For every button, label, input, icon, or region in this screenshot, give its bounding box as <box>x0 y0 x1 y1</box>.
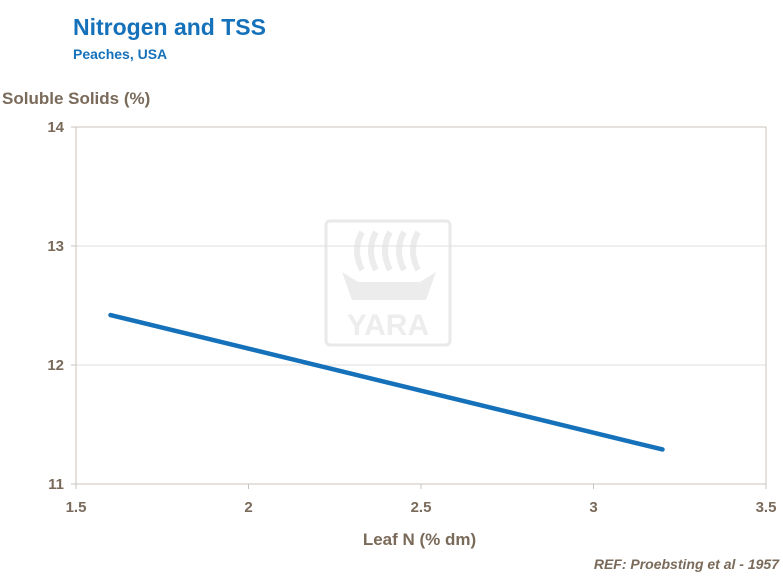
yara-logo-watermark: YARA <box>324 219 452 347</box>
x-tick-label: 2.5 <box>411 499 432 516</box>
y-tick-label: 12 <box>47 357 64 374</box>
y-axis-label: Soluble Solids (%) <box>2 89 151 108</box>
y-tick-label: 13 <box>47 238 64 255</box>
reference-note: REF: Proebsting et al - 1957 <box>593 556 779 572</box>
logo-text: YARA <box>347 309 429 342</box>
x-tick-label: 3.5 <box>756 499 777 516</box>
chart-subtitle: Peaches, USA <box>73 46 168 62</box>
chart-title: Nitrogen and TSS <box>73 14 266 40</box>
x-axis-label: Leaf N (% dm) <box>362 530 477 549</box>
x-tick-label: 1.5 <box>66 499 87 516</box>
y-tick-label: 14 <box>47 119 64 136</box>
plot-frame <box>75 126 767 485</box>
x-tick-label: 2 <box>244 499 252 516</box>
x-tick-label: 3 <box>589 499 597 516</box>
series-line-tss <box>108 312 665 452</box>
y-tick-label: 11 <box>48 476 64 493</box>
